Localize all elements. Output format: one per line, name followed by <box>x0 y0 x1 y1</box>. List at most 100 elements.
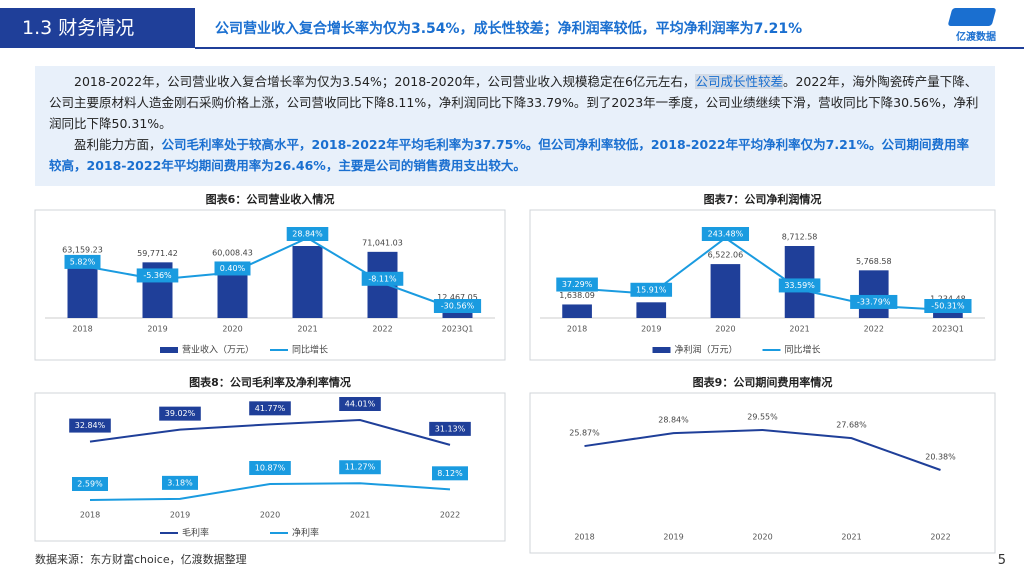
chart-title: 图表6：公司营业收入情况 <box>206 192 335 206</box>
chart-panel <box>34 209 506 361</box>
value-label-box <box>778 278 821 293</box>
bar <box>710 264 741 318</box>
line-value-label: 20.38% <box>925 453 956 462</box>
x-tick-label: 2021 <box>297 325 317 334</box>
legend-label: 毛利率 <box>182 527 209 539</box>
bar-value-label: 63,159.23 <box>62 246 103 255</box>
x-tick-label: 2021 <box>789 325 809 334</box>
line-value-label: 5.82% <box>70 257 96 266</box>
legend-swatch <box>652 347 671 353</box>
bar-value-label: 71,041.03 <box>362 238 403 247</box>
x-tick-label: 2018 <box>80 511 100 520</box>
x-tick-label: 2021 <box>350 511 370 520</box>
line-value-label: 32.84% <box>75 421 106 430</box>
value-label-box <box>69 418 111 433</box>
x-tick-label: 2020 <box>260 511 280 520</box>
line-series <box>584 428 941 471</box>
text: 盈利能力方面， <box>74 137 162 152</box>
line-value-label: 33.59% <box>784 281 815 290</box>
bar-value-label: 1,638.09 <box>559 291 595 300</box>
line-value-label: -50.31% <box>931 302 965 311</box>
line-value-label: -33.79% <box>857 297 891 306</box>
value-label-box <box>64 254 101 269</box>
bar <box>562 304 592 318</box>
bar-value-label: 1,234.48 <box>930 294 966 303</box>
x-tick-label: 2020 <box>222 325 242 334</box>
line-value-label: -5.36% <box>143 271 172 280</box>
line-value-label: 25.87% <box>569 429 600 438</box>
summary-box: 2018-2022年，公司营业收入复合增长率为仅为3.54%；2018-2020… <box>35 66 995 186</box>
bar-value-label: 6,522.06 <box>708 251 744 260</box>
value-label-box <box>433 299 482 313</box>
line-value-label: 41.77% <box>255 404 286 413</box>
x-tick-label: 2021 <box>841 533 861 542</box>
line-value-label: 37.29% <box>562 280 593 289</box>
value-label-box <box>162 475 198 490</box>
x-tick-label: 2022 <box>372 325 392 334</box>
bar-value-label: 59,771.42 <box>137 249 178 258</box>
line-value-label: 31.13% <box>435 424 466 433</box>
legend-label: 净利率 <box>292 527 319 539</box>
line-value-label: 2.59% <box>77 480 103 489</box>
bar <box>67 259 98 318</box>
line-value-label: -8.11% <box>368 274 397 283</box>
legend-label: 同比增长 <box>785 344 821 356</box>
text: 2018-2022年，公司营业收入复合增长率为仅为3.54%；2018-2020… <box>74 74 696 89</box>
value-label-box <box>850 294 898 309</box>
line-value-label: 15.91% <box>636 285 667 294</box>
value-label-box <box>286 227 329 241</box>
page-number: 5 <box>997 553 1006 568</box>
x-tick-label: 2019 <box>641 325 661 334</box>
line-value-label: 0.40% <box>220 264 246 273</box>
summary-paragraph: 2018-2022年，公司营业收入复合增长率为仅为3.54%；2018-2020… <box>49 71 981 134</box>
chart-title: 图表7：公司净利润情况 <box>704 192 822 206</box>
chart-title: 图表8：公司毛利率及净利率情况 <box>189 375 351 389</box>
legend-label: 营业收入（万元） <box>182 344 254 356</box>
x-tick-label: 2020 <box>715 325 735 334</box>
line-value-label: 243.48% <box>708 230 744 239</box>
bar-value-label: 5,768.58 <box>856 257 892 266</box>
line-value-label: 10.87% <box>255 464 286 473</box>
value-label-box <box>361 271 404 286</box>
chart-panel <box>529 392 996 554</box>
legend-label: 同比增长 <box>292 344 328 356</box>
line-value-label: 39.02% <box>165 409 196 418</box>
legend-swatch <box>160 347 178 353</box>
line-value-label: 44.01% <box>345 400 376 409</box>
line-value-label: -30.56% <box>441 302 475 311</box>
highlight: 公司毛利率处于较高水平，2018-2022年平均毛利率为37.75%。但公司净利… <box>49 137 969 173</box>
header-rule <box>195 47 1024 49</box>
headline: 公司营业收入复合增长率为仅为3.54%，成长性较差；净利润率较低，平均净利润率为… <box>215 21 803 37</box>
x-tick-label: 2023Q1 <box>932 325 964 334</box>
highlight: 公司成长性较差 <box>695 74 783 89</box>
x-tick-label: 2022 <box>864 325 884 334</box>
x-tick-label: 2018 <box>72 325 92 334</box>
value-label-box <box>159 406 201 421</box>
value-label-box <box>630 282 673 297</box>
bar <box>636 302 667 318</box>
summary-paragraph: 盈利能力方面，公司毛利率处于较高水平，2018-2022年平均毛利率为37.75… <box>49 134 981 176</box>
x-tick-label: 2018 <box>567 325 587 334</box>
value-label-box <box>136 268 179 283</box>
line-value-label: 8.12% <box>437 469 463 478</box>
value-label-box <box>339 397 381 411</box>
value-label-box <box>249 401 291 416</box>
x-tick-label: 2022 <box>930 533 950 542</box>
line-value-label: 29.55% <box>747 413 778 422</box>
x-tick-label: 2019 <box>663 533 683 542</box>
value-label-box <box>72 477 108 491</box>
line-series <box>89 482 451 501</box>
chart-title: 图表9：公司期间费用率情况 <box>693 375 833 389</box>
line-series <box>89 418 451 446</box>
x-tick-label: 2023Q1 <box>442 325 474 334</box>
x-tick-label: 2018 <box>574 533 594 542</box>
value-label-box <box>429 421 471 436</box>
value-label-box <box>339 460 381 475</box>
value-label-box <box>556 277 598 292</box>
value-label-box <box>924 299 972 313</box>
source-note: 数据来源：东方财富choice，亿渡数据整理 <box>35 553 247 566</box>
chart-panel <box>529 209 996 361</box>
x-tick-label: 2020 <box>752 533 772 542</box>
